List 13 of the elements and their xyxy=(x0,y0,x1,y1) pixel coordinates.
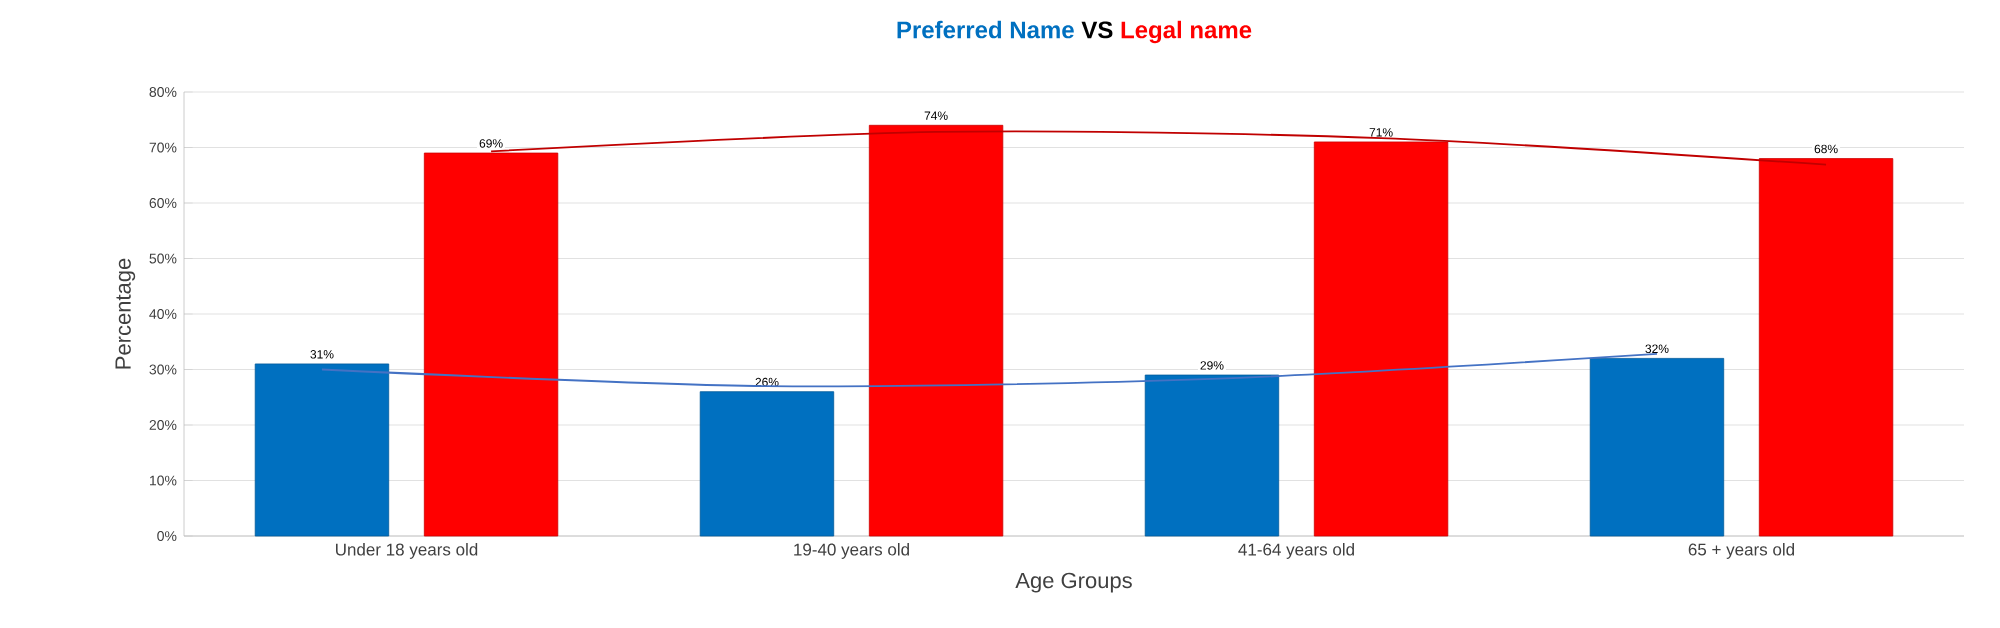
x-tick-label: 19-40 years old xyxy=(794,543,909,559)
text: Preferred Name xyxy=(897,20,1074,39)
text: Legal name xyxy=(1121,20,1252,44)
bar xyxy=(1144,374,1280,537)
y-axis-title: Percentage xyxy=(115,258,136,369)
text: VS xyxy=(1081,21,1113,39)
x-axis-title: Age Groups xyxy=(1015,572,1132,593)
x-tick-label: 65 + years old xyxy=(1688,543,1795,559)
x-tick-label: 41-64 years old xyxy=(1238,543,1354,559)
bar xyxy=(1589,358,1725,537)
bar xyxy=(699,391,835,537)
x-tick-label: Under 18 years old xyxy=(336,543,478,559)
bar xyxy=(254,363,390,537)
